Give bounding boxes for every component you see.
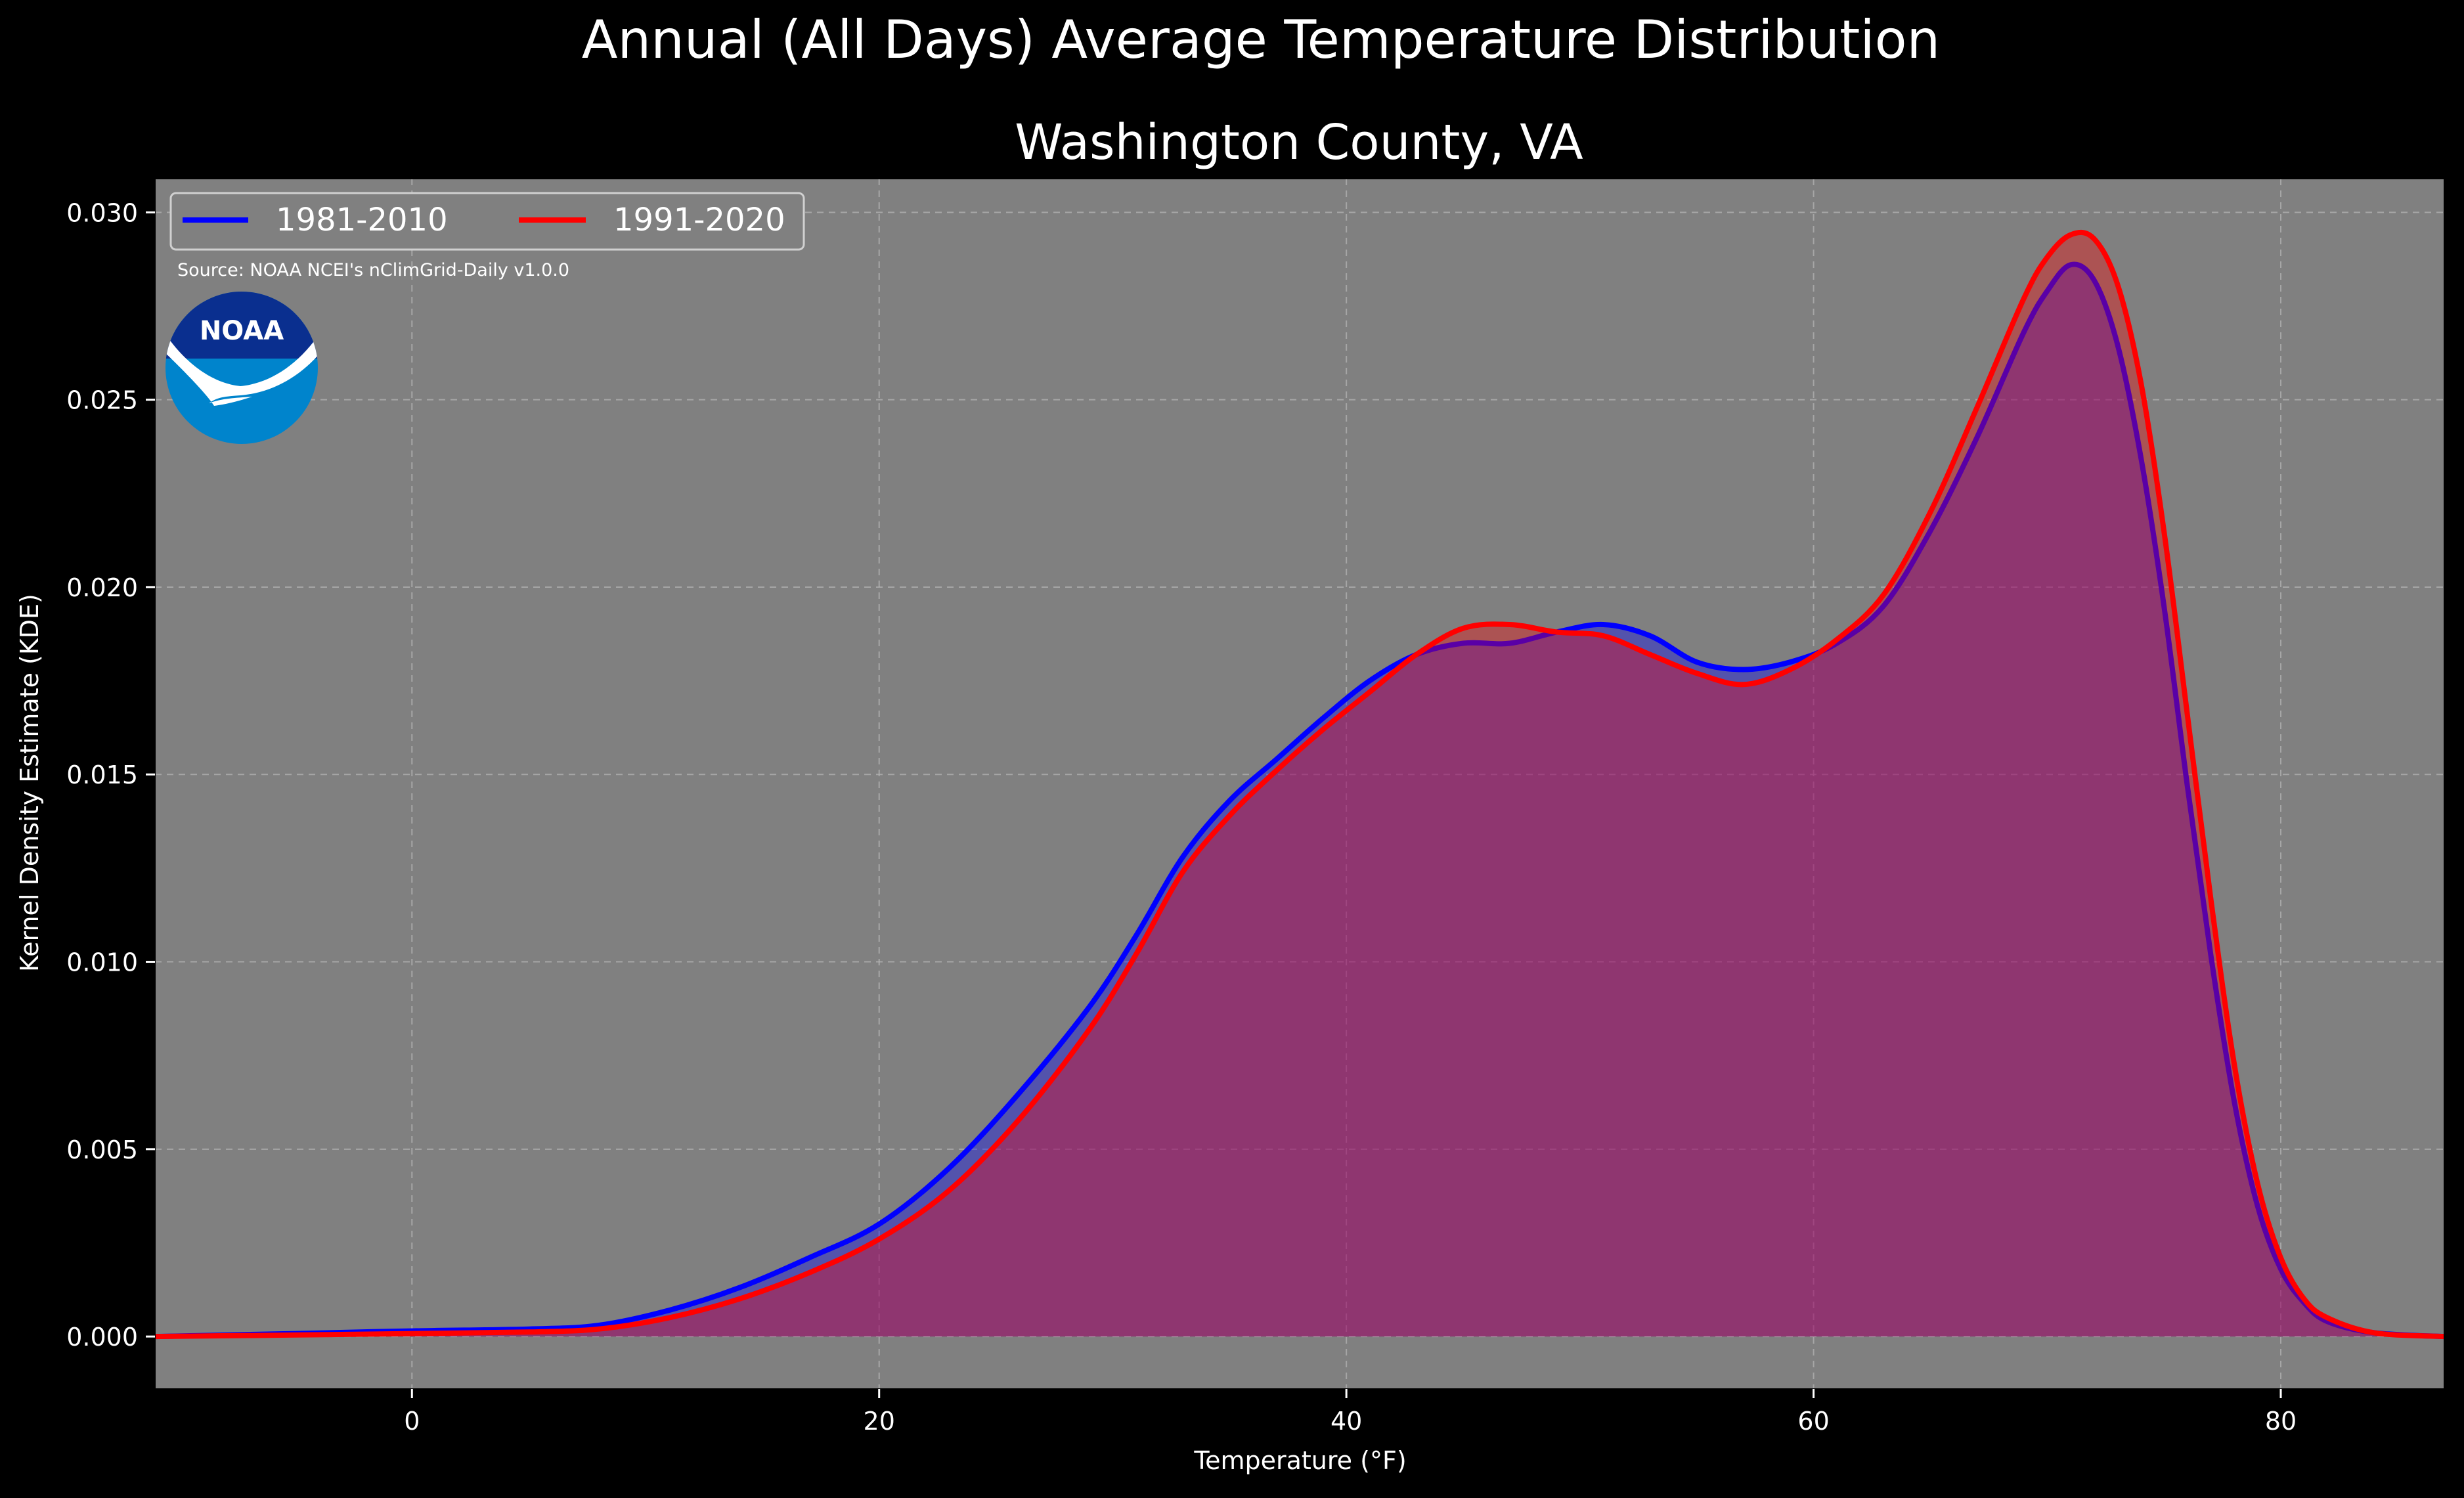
plot-background [155, 179, 2444, 1389]
y-tick-label: 0.000 [66, 1323, 138, 1352]
series-area-1991-2020 [155, 232, 2444, 1337]
y-tick-label: 0.015 [66, 760, 138, 789]
chart-title: Annual (All Days) Average Temperature Di… [582, 9, 1940, 70]
x-tick-label: 20 [864, 1407, 895, 1436]
x-tick-label: 40 [1331, 1407, 1362, 1436]
y-tick-label: 0.025 [66, 386, 138, 415]
legend-label-1981-2010: 1981-2010 [276, 202, 448, 238]
chart-subtitle: Washington County, VA [1015, 114, 1583, 171]
y-tick-label: 0.010 [66, 948, 138, 977]
legend: 1981-2010 1991-2020 [169, 192, 805, 251]
plot-area [154, 178, 2445, 1390]
x-tick-label: 60 [1797, 1407, 1829, 1436]
y-tick-label: 0.030 [66, 198, 138, 227]
x-axis: 0 20 40 60 80 [404, 1389, 2297, 1436]
noaa-logo-text: NOAA [200, 316, 284, 346]
source-note: Source: NOAA NCEI's nClimGrid-Daily v1.0… [177, 260, 569, 280]
grid-lines [155, 179, 2444, 1389]
noaa-logo-bird-icon [165, 328, 318, 406]
y-axis: 0.000 0.005 0.010 0.015 0.020 0.025 0.030 [66, 198, 155, 1352]
x-axis-label: Temperature (°F) [1193, 1446, 1406, 1475]
x-tick-label: 80 [2265, 1407, 2297, 1436]
series-layer [154, 230, 2445, 1340]
y-tick-label: 0.005 [66, 1135, 138, 1164]
y-axis-label: Kernel Density Estimate (KDE) [15, 594, 44, 972]
legend-label-1991-2020: 1991-2020 [613, 202, 785, 238]
series-area-1981-2010 [155, 264, 2444, 1337]
y-tick-label: 0.020 [66, 573, 138, 602]
x-axis-label-text: Temperature (°F) [1193, 1446, 1406, 1475]
x-tick-label: 0 [404, 1407, 420, 1436]
legend-box [169, 192, 805, 251]
plot-frame [154, 178, 2445, 1390]
series-line-1981-2010 [154, 261, 2445, 1340]
series-line-1991-2020 [154, 230, 2445, 1340]
